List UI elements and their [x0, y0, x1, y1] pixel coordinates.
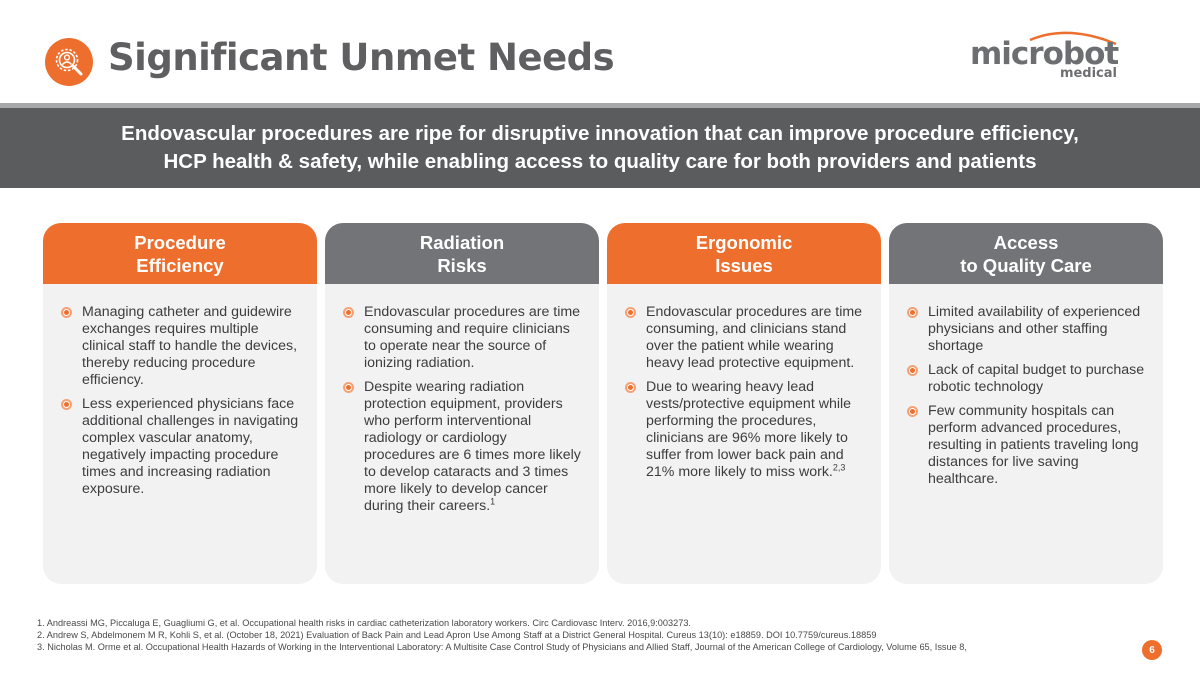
card-title-line-1: Ergonomic [695, 231, 793, 253]
bullet-text: Lack of capital budget to purchase robot… [928, 362, 1145, 395]
banner-line-2: HCP health & safety, while enabling acce… [163, 150, 1037, 173]
card-header: Radiation Risks [325, 223, 599, 284]
bullet-text: Due to wearing heavy lead vests/protecti… [646, 379, 852, 480]
bullet-text: Endovascular procedures are time consumi… [364, 304, 581, 371]
logo-wordmark: microbot [970, 36, 1119, 72]
bullet-icon [907, 406, 918, 417]
bullet-icon [625, 307, 636, 318]
footnote: 3. Nicholas M. Orme et al. Occupational … [37, 642, 967, 652]
bullet-item: Lack of capital budget to purchase robot… [907, 362, 1145, 396]
bullet-item: Despite wearing radiation protection equ… [343, 379, 581, 515]
card-header: Procedure Efficiency [43, 223, 317, 284]
bullet-text: Few community hospitals can perform adva… [928, 403, 1139, 487]
bullet-item: Less experienced physicians face additio… [61, 396, 299, 498]
bullet-text-wrap: Despite wearing radiation protection equ… [364, 379, 581, 515]
bullet-text: Despite wearing radiation protection equ… [364, 379, 581, 514]
bullet-icon [907, 365, 918, 376]
card-access-quality-care: Access to Quality Care Limited availabil… [889, 223, 1163, 584]
bullet-text: Endovascular procedures are time consumi… [646, 304, 863, 371]
card-radiation-risks: Radiation Risks Endovascular procedures … [325, 223, 599, 584]
card-title-line-2: Issues [715, 254, 773, 276]
card-title-line-2: Risks [437, 254, 487, 276]
bullet-item: Limited availability of experienced phys… [907, 304, 1145, 355]
card-title-line-2: Efficiency [136, 254, 224, 276]
page-number: 6 [1142, 640, 1162, 660]
bullet-text: Managing catheter and guidewire exchange… [82, 304, 298, 388]
footnote: 1. Andreassi MG, Piccaluga E, Guagliumi … [37, 618, 691, 628]
bullet-text: Limited availability of experienced phys… [928, 304, 1141, 354]
headline-banner: Endovascular procedures are ripe for dis… [0, 108, 1200, 188]
company-logo: microbot medical [968, 28, 1123, 84]
bullet-item: Due to wearing heavy lead vests/protecti… [625, 379, 863, 481]
bullet-icon [343, 307, 354, 318]
bullet-item: Endovascular procedures are time consumi… [625, 304, 863, 372]
card-title-line-1: Radiation [419, 231, 505, 253]
card-title-line-1: Access [993, 231, 1059, 253]
bullet-item: Managing catheter and guidewire exchange… [61, 304, 299, 389]
bullet-icon [61, 399, 72, 410]
bullet-text-wrap: Due to wearing heavy lead vests/protecti… [646, 379, 863, 481]
banner-accent-line [0, 103, 1200, 108]
card-header: Access to Quality Care [889, 223, 1163, 284]
bullet-text: Less experienced physicians face additio… [82, 396, 299, 497]
bullet-icon [61, 307, 72, 318]
bullet-icon [343, 382, 354, 393]
reference-superscript: 2,3 [832, 462, 846, 473]
bullet-item: Few community hospitals can perform adva… [907, 403, 1145, 488]
bullet-icon [907, 307, 918, 318]
page-title: Significant Unmet Needs [108, 36, 615, 79]
card-header: Ergonomic Issues [607, 223, 881, 284]
footnotes: 1. Andreassi MG, Piccaluga E, Guagliumi … [37, 617, 967, 653]
logo-subtitle: medical [1059, 66, 1117, 81]
card-ergonomic-issues: Ergonomic Issues Endovascular procedures… [607, 223, 881, 584]
user-search-icon [45, 38, 93, 86]
bullet-item: Endovascular procedures are time consumi… [343, 304, 581, 372]
card-procedure-efficiency: Procedure Efficiency Managing catheter a… [43, 223, 317, 584]
bullet-icon [625, 382, 636, 393]
banner-line-1: Endovascular procedures are ripe for dis… [121, 122, 1079, 145]
reference-superscript: 1 [490, 496, 496, 507]
card-title-line-1: Procedure [134, 231, 226, 253]
footnote: 2. Andrew S, Abdelmonem M R, Kohli S, et… [37, 630, 877, 640]
card-title-line-2: to Quality Care [960, 254, 1092, 276]
